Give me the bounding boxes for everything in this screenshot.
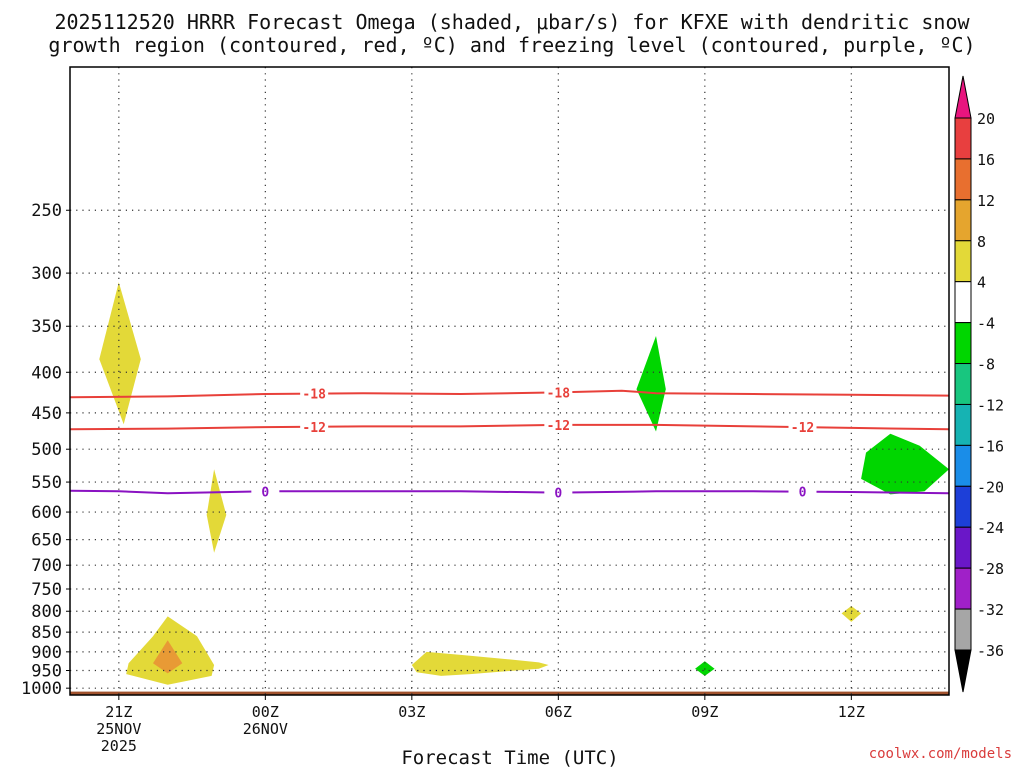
omega-shaded-region-6 xyxy=(636,336,666,432)
y-tick-label-750: 750 xyxy=(31,580,62,600)
contour-label-bg-0C-0 xyxy=(251,483,280,500)
colorbar-tick-label-10: -24 xyxy=(977,519,1004,537)
omega-shaded-region-0 xyxy=(99,282,141,425)
contour-label--12C-0: -12 xyxy=(302,421,325,436)
y-tick-label-350: 350 xyxy=(31,317,62,337)
colorbar-tick-label-3: 8 xyxy=(977,233,986,251)
contour-label-bg-0C-2 xyxy=(788,483,817,500)
colorbar-tick-label-13: -36 xyxy=(977,642,1004,660)
colorbar-tick-label-2: 12 xyxy=(977,192,995,210)
omega-shaded-region-5 xyxy=(841,606,862,622)
omega-shaded-region-4 xyxy=(411,651,549,676)
colorbar-bin-1 xyxy=(954,117,972,160)
omega-shaded-region-1 xyxy=(206,469,227,553)
colorbar-bin-3 xyxy=(954,199,972,242)
colorbar-bin-8 xyxy=(954,403,972,446)
colorbar-bin-12 xyxy=(954,567,972,610)
contour-label-0C-0: 0 xyxy=(261,485,269,500)
colorbar-tick-label-9: -20 xyxy=(977,478,1004,496)
x-tick-label-21Z-line-0: 21Z xyxy=(105,703,132,721)
x-tick-label-00Z-line-0: 00Z xyxy=(252,703,279,721)
colorbar-bin-7 xyxy=(954,363,972,405)
contour-line-0C xyxy=(70,489,949,495)
plot-frame xyxy=(69,66,950,696)
contour-label-bg--18C-0 xyxy=(300,385,329,402)
chart-title-line-2: growth region (contoured, red, ºC) and f… xyxy=(48,33,976,57)
x-tick-label-06Z-line-0: 06Z xyxy=(545,703,572,721)
omega-shaded-region-7 xyxy=(861,433,949,495)
contour-label--12C-1: -12 xyxy=(547,419,570,434)
y-tick-label-550: 550 xyxy=(31,473,62,493)
y-tick-label-250: 250 xyxy=(31,201,62,221)
contour-label-bg--12C-0 xyxy=(300,418,329,435)
colorbar-bin-bottom-triangle xyxy=(954,649,972,693)
contour-label-0C-2: 0 xyxy=(799,486,807,501)
x-tick-label-09Z-line-0: 09Z xyxy=(691,703,718,721)
contour-label-0C-1: 0 xyxy=(554,487,562,502)
contour-line--12C xyxy=(70,423,949,431)
y-tick-label-1000: 1000 xyxy=(21,679,62,699)
x-axis-title: Forecast Time (UTC) xyxy=(401,747,618,768)
colorbar-bin-11 xyxy=(954,526,972,569)
y-tick-label-700: 700 xyxy=(31,556,62,576)
y-tick-label-400: 400 xyxy=(31,363,62,383)
colorbar-tick-label-8: -16 xyxy=(977,437,1004,455)
y-tick-label-850: 850 xyxy=(31,623,62,643)
y-tick-label-450: 450 xyxy=(31,404,62,424)
colorbar-bin-5 xyxy=(954,281,972,324)
contour-line--18C xyxy=(70,389,949,399)
chart-title-line-1: 2025112520 HRRR Forecast Omega (shaded, … xyxy=(54,10,970,34)
omega-shaded-region-3 xyxy=(153,640,183,674)
y-tick-label-500: 500 xyxy=(31,440,62,460)
y-tick-label-800: 800 xyxy=(31,602,62,622)
contour-label-bg--18C-1 xyxy=(544,384,573,401)
contour-label-bg--12C-1 xyxy=(544,416,573,433)
colorbar-tick-label-12: -32 xyxy=(977,601,1004,619)
plot-area: -18 -18 -12 -12 -12 0 0 0 xyxy=(70,67,949,695)
contour-label-bg-0C-1 xyxy=(544,484,573,501)
x-tick-label-00Z-line-1: 26NOV xyxy=(243,720,288,738)
colorbar-bin-10 xyxy=(954,485,972,528)
y-tick-label-950: 950 xyxy=(31,661,62,681)
contour-label--18C-0: -18 xyxy=(302,388,326,403)
colorbar-bin-top-triangle xyxy=(954,75,972,119)
y-tick-label-900: 900 xyxy=(31,643,62,663)
contour-label--18C-1: -18 xyxy=(547,386,571,401)
colorbar-bin-13 xyxy=(954,608,972,651)
x-tick-label-03Z-line-0: 03Z xyxy=(398,703,425,721)
colorbar-tick-label-4: 4 xyxy=(977,274,986,292)
colorbar-tick-label-11: -28 xyxy=(977,560,1004,578)
x-tick-label-12Z-line-0: 12Z xyxy=(838,703,865,721)
colorbar-tick-label-6: -8 xyxy=(977,356,995,374)
ground-surface-band xyxy=(70,691,949,695)
colorbar: 20 16 12 8 4 -4 -8 -12 -16 -20 -24 -28 -32 -36 xyxy=(954,75,1004,693)
contour-label-bg--12C-2 xyxy=(788,419,817,436)
colorbar-tick-label-5: -4 xyxy=(977,315,995,333)
colorbar-bin-6 xyxy=(954,322,972,365)
x-tick-label-21Z-line-1: 25NOV xyxy=(96,720,141,738)
y-tick-label-600: 600 xyxy=(31,503,62,523)
y-tick-label-300: 300 xyxy=(31,264,62,284)
colorbar-bin-4 xyxy=(954,240,972,283)
contour-label--12C-2: -12 xyxy=(791,421,814,436)
colorbar-tick-label-0: 20 xyxy=(977,110,995,128)
colorbar-tick-label-7: -12 xyxy=(977,396,1004,414)
colorbar-bin-9 xyxy=(954,444,972,487)
footer-url: coolwx.com/models xyxy=(868,746,1012,762)
y-tick-label-650: 650 xyxy=(31,531,62,551)
x-tick-label-21Z-line-2: 2025 xyxy=(101,737,137,755)
colorbar-bin-2 xyxy=(954,158,972,201)
colorbar-tick-label-1: 16 xyxy=(977,151,995,169)
